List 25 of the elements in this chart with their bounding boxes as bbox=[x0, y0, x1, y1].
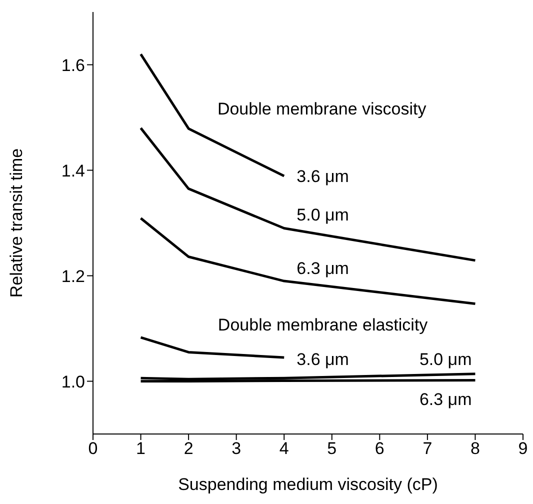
annotation: Double membrane elasticity bbox=[218, 315, 428, 334]
line-series bbox=[140, 126, 476, 262]
x-tick-label: 5 bbox=[327, 439, 337, 458]
x-tick-label: 2 bbox=[184, 439, 194, 458]
annotation: Double membrane viscosity bbox=[217, 100, 427, 119]
series-label: 5.0 μm bbox=[296, 206, 349, 225]
series-label: 6.3 μm bbox=[296, 258, 349, 278]
y-tick-label: 1.4 bbox=[61, 161, 85, 180]
x-axis-title: Suspending medium viscosity (cP) bbox=[178, 475, 438, 494]
x-tick-label: 1 bbox=[136, 439, 146, 458]
y-tick-label: 1.0 bbox=[61, 372, 85, 392]
y-tick-label: 1.2 bbox=[61, 266, 85, 286]
x-tick-label: 4 bbox=[279, 439, 289, 458]
x-tick-label: 0 bbox=[88, 439, 98, 458]
series-label: 3.6 μm bbox=[296, 350, 349, 370]
series-label: 3.6 μm bbox=[296, 167, 349, 186]
series-label: 5.0 μm bbox=[419, 350, 472, 370]
y-axis-title: Relative transit time bbox=[7, 148, 26, 298]
x-tick-label: 8 bbox=[470, 439, 480, 458]
x-tick-label: 9 bbox=[518, 439, 528, 458]
x-tick-label: 3 bbox=[232, 439, 242, 458]
x-tick-label: 7 bbox=[422, 439, 432, 458]
series-label: 6.3 μm bbox=[419, 390, 472, 410]
x-tick-label: 6 bbox=[374, 439, 384, 458]
y-tick-label: 1.6 bbox=[61, 56, 85, 75]
